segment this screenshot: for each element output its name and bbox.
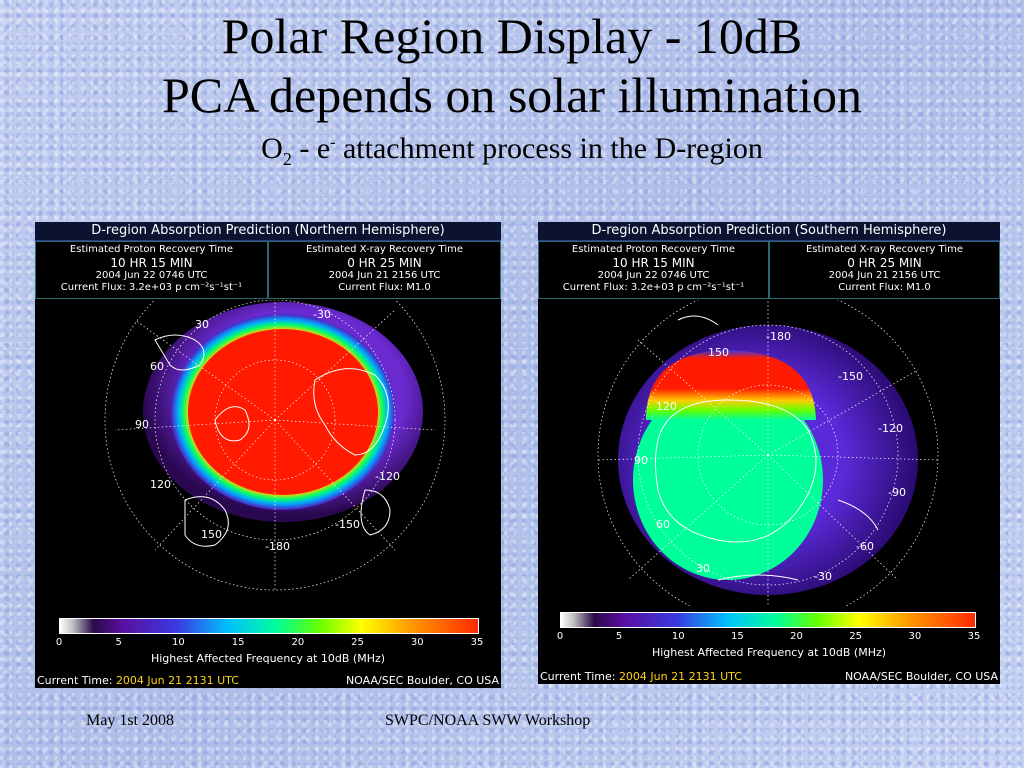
proton-time: 10 HR 15 MIN <box>110 256 193 270</box>
current-time-label: Current Time: <box>37 674 113 687</box>
lon-label-n180: -180 <box>766 330 791 343</box>
longitude-labels: -30 30 60 90 120 150 -180 -150 -120 <box>135 308 400 553</box>
lon-label-n150: -150 <box>335 518 360 531</box>
slide-footer-date: May 1st 2008 <box>86 712 174 729</box>
current-time-line: Current Time: 2004 Jun 21 2131 UTC <box>540 670 742 683</box>
tick-10: 10 <box>671 631 685 642</box>
xray-flux: Current Flux: M1.0 <box>838 282 931 293</box>
lon-label-n120: -120 <box>375 470 400 483</box>
lon-label-150: 150 <box>708 346 729 359</box>
tick-15: 15 <box>731 631 744 642</box>
tick-30: 30 <box>908 631 922 642</box>
caption-superscript: - <box>330 134 336 151</box>
tick-25: 25 <box>849 631 863 642</box>
xray-date: 2004 Jun 21 2156 UTC <box>828 270 941 281</box>
proton-recovery-box: Estimated Proton Recovery Time 10 HR 15 … <box>538 241 769 299</box>
graticule <box>597 300 939 606</box>
lon-label-120: 120 <box>656 400 677 413</box>
current-time-line: Current Time: 2004 Jun 21 2131 UTC <box>37 674 239 687</box>
lon-label-120: 120 <box>150 478 171 491</box>
current-time-label: Current Time: <box>540 670 616 683</box>
slide-title: Polar Region Display - 10dB <box>221 8 803 64</box>
current-time-value: 2004 Jun 21 2131 UTC <box>115 674 239 687</box>
slide-footer-event: SWPC/NOAA SWW Workshop <box>385 712 591 729</box>
sunlit-green-region <box>633 380 823 580</box>
proton-flux: Current Flux: 3.2e+03 p cm⁻²s⁻¹st⁻¹ <box>60 282 243 293</box>
lon-label-30: 30 <box>696 562 710 575</box>
panel-title: D-region Absorption Prediction (Southern… <box>538 222 1000 241</box>
lon-label-60: 60 <box>656 518 670 531</box>
lon-label-90: 90 <box>135 418 149 431</box>
lon-label-30: 30 <box>195 318 209 331</box>
xray-label: Estimated X-ray Recovery Time <box>305 244 463 255</box>
frequency-colorbar <box>59 618 479 634</box>
coastlines <box>154 334 391 547</box>
lon-label-n30: -30 <box>814 570 832 583</box>
caption-electron: - e <box>291 132 331 165</box>
dark-red-cap-region <box>646 350 816 420</box>
colorbar-label: Highest Affected Frequency at 10dB (MHz) <box>150 652 386 665</box>
tick-20: 20 <box>790 631 803 642</box>
proton-flux: Current Flux: 3.2e+03 p cm⁻²s⁻¹st⁻¹ <box>562 282 745 293</box>
proton-time: 10 HR 15 MIN <box>612 256 695 270</box>
proton-label: Estimated Proton Recovery Time <box>69 244 234 255</box>
tick-15: 15 <box>231 637 245 648</box>
caption-subscript: 2 <box>282 149 292 169</box>
slide-subtitle: PCA depends on solar illumination <box>162 67 862 123</box>
graticule <box>104 300 446 591</box>
tick-0: 0 <box>556 631 564 642</box>
current-time-value: 2004 Jun 21 2131 UTC <box>618 670 742 683</box>
lon-label-n120: -120 <box>878 422 903 435</box>
caption-o: O <box>261 132 283 165</box>
xray-recovery-box: Estimated X-ray Recovery Time 0 HR 25 MI… <box>268 241 501 299</box>
frequency-colorbar <box>560 612 976 628</box>
xray-time: 0 HR 25 MIN <box>847 256 922 270</box>
longitude-labels: -180 -150 -120 -90 -60 -30 30 60 90 120 … <box>634 330 906 583</box>
southern-polar-map: -180 -150 -120 -90 -60 -30 30 60 90 120 … <box>597 300 939 606</box>
lon-label-n180: -180 <box>265 540 290 553</box>
tick-20: 20 <box>291 637 305 648</box>
tick-10: 10 <box>172 637 185 648</box>
slide-title-block: Polar Region Display - 10dB PCA depends … <box>0 6 1024 178</box>
tick-5: 5 <box>615 631 623 642</box>
southern-hemisphere-panel: D-region Absorption Prediction (Southern… <box>538 222 1000 684</box>
xray-date: 2004 Jun 21 2156 UTC <box>328 270 441 281</box>
polar-cap-red-region <box>188 329 378 495</box>
proton-date: 2004 Jun 22 0746 UTC <box>95 270 208 281</box>
tick-30: 30 <box>410 637 424 648</box>
xray-time: 0 HR 25 MIN <box>347 256 422 270</box>
lon-label-n30: -30 <box>313 308 331 321</box>
lon-label-n60: -60 <box>856 540 874 553</box>
northern-hemisphere-panel: D-region Absorption Prediction (Northern… <box>35 222 501 688</box>
caption-rest: attachment process in the D-region <box>335 132 763 165</box>
lon-label-n90: -90 <box>888 486 906 499</box>
tick-35: 35 <box>967 631 981 642</box>
lon-label-60: 60 <box>150 360 164 373</box>
proton-recovery-box: Estimated Proton Recovery Time 10 HR 15 … <box>35 241 268 299</box>
proton-label: Estimated Proton Recovery Time <box>571 244 736 255</box>
proton-date: 2004 Jun 22 0746 UTC <box>597 270 710 281</box>
slide-caption: O2 - e- attachment process in the D-regi… <box>0 124 1024 178</box>
xray-flux: Current Flux: M1.0 <box>338 282 431 293</box>
tick-25: 25 <box>351 637 364 648</box>
lon-label-90: 90 <box>634 454 648 467</box>
northern-polar-map: -30 30 60 90 120 150 -180 -150 -120 <box>104 300 446 591</box>
organization-credit: NOAA/SEC Boulder, CO USA <box>844 670 998 683</box>
organization-credit: NOAA/SEC Boulder, CO USA <box>345 674 499 687</box>
lon-label-n150: -150 <box>838 370 863 383</box>
coastlines <box>655 315 879 581</box>
xray-label: Estimated X-ray Recovery Time <box>805 244 963 255</box>
xray-recovery-box: Estimated X-ray Recovery Time 0 HR 25 MI… <box>769 241 1000 299</box>
tick-35: 35 <box>470 637 484 648</box>
tick-0: 0 <box>55 637 63 648</box>
panel-title: D-region Absorption Prediction (Northern… <box>35 222 501 241</box>
lon-label-150: 150 <box>201 528 222 541</box>
tick-5: 5 <box>115 637 122 648</box>
colorbar-label: Highest Affected Frequency at 10dB (MHz) <box>651 646 887 659</box>
